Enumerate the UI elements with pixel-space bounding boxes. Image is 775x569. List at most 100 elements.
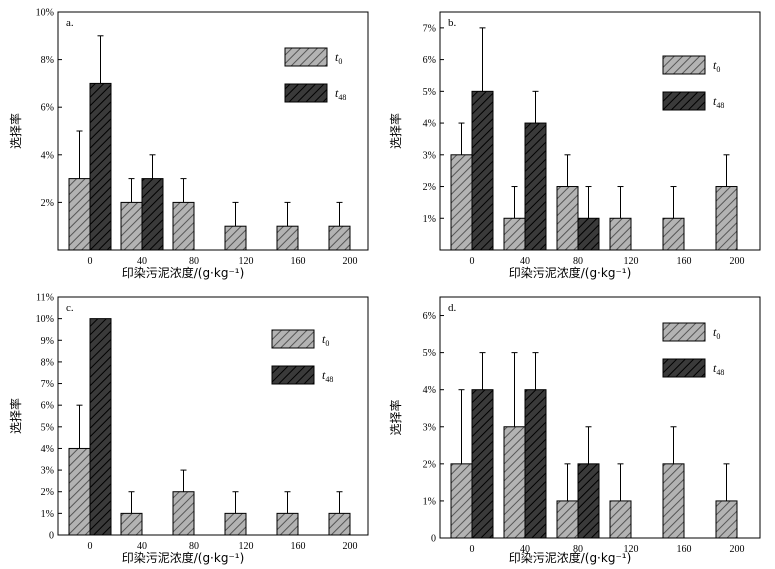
t48-bar — [141, 178, 164, 251]
legend-label: t48 — [713, 361, 724, 377]
x-tick-label: 160 — [677, 256, 692, 267]
x-tick-label: 40 — [137, 256, 147, 267]
y-tick-label: 8% — [41, 357, 54, 368]
legend-label: t48 — [335, 86, 346, 102]
x-axis-title: 印染污泥浓度/(g·kg⁻¹) — [122, 550, 245, 565]
x-tick-label: 120 — [239, 256, 254, 267]
y-tick-label: 2% — [41, 487, 54, 498]
t0-bar — [68, 178, 91, 251]
y-tick-label: 2% — [41, 198, 54, 209]
t0-bar — [662, 463, 685, 539]
plot-frame — [439, 11, 761, 251]
y-tick-label: 5% — [423, 87, 436, 98]
plot-frame — [57, 296, 369, 536]
panel-label: a. — [66, 17, 74, 29]
y-tick-label: 6% — [41, 103, 54, 114]
legend-swatch-t48 — [284, 83, 328, 103]
y-tick-label: 3% — [423, 422, 436, 433]
t0-bar — [503, 217, 526, 251]
x-tick-label: 200 — [343, 256, 358, 267]
legend-label: t48 — [322, 368, 333, 384]
y-tick-label: 9% — [41, 336, 54, 347]
x-tick-label: 0 — [470, 544, 475, 555]
plot-frame — [439, 296, 761, 539]
x-tick-label: 0 — [88, 541, 93, 552]
t48-bar — [89, 82, 112, 251]
y-tick-label: 0 — [431, 534, 436, 545]
panel-label: c. — [66, 302, 74, 314]
y-tick-label: 10% — [36, 314, 54, 325]
t0-bar — [450, 463, 473, 539]
legend-swatch-t48 — [662, 358, 706, 378]
t0-bar — [172, 201, 195, 251]
legend-label: t0 — [322, 332, 329, 348]
t0-bar — [224, 512, 247, 536]
chart-panel-1: 2% 4% 6% 8% 10% a. 0 40 80 120 160 200 选择率印染污泥浓度/(g·… — [8, 8, 369, 280]
y-tick-label: 4% — [41, 150, 54, 161]
y-tick-label: 3% — [423, 150, 436, 161]
y-tick-label: 6% — [423, 311, 436, 322]
y-tick-label: 3% — [41, 466, 54, 477]
y-tick-label: 6% — [41, 401, 54, 412]
y-tick-label: 1% — [423, 214, 436, 225]
t0-bar — [662, 217, 685, 251]
legend-label: t0 — [335, 50, 342, 66]
t0-bar — [224, 225, 247, 251]
x-tick-label: 0 — [470, 256, 475, 267]
t0-bar — [276, 512, 299, 536]
y-tick-label: 5% — [423, 348, 436, 359]
x-tick-label: 200 — [730, 544, 745, 555]
chart-panel-2: 1% 2% 3% 4% 5% 6% 7% b. 0 40 80 120 160 200 选择率印染污泥浓度/… — [388, 11, 761, 280]
legend-swatch-t0 — [271, 329, 315, 349]
t48-bar — [471, 90, 494, 251]
x-tick-label: 40 — [520, 544, 530, 555]
x-axis-title: 印染污泥浓度/(g·kg⁻¹) — [509, 550, 632, 565]
t0-bar — [328, 512, 351, 536]
x-tick-label: 80 — [573, 544, 583, 555]
t0-bar — [68, 447, 91, 536]
t0-bar — [276, 225, 299, 251]
legend-swatch-t48 — [662, 91, 706, 111]
legend-swatch-t48 — [271, 365, 315, 385]
y-tick-label: 1% — [41, 509, 54, 520]
y-tick-label: 7% — [423, 23, 436, 34]
y-tick-label: 4% — [423, 385, 436, 396]
x-tick-label: 200 — [343, 541, 358, 552]
legend-label: t0 — [713, 58, 720, 74]
x-tick-label: 80 — [189, 256, 199, 267]
plot-frame — [57, 11, 369, 251]
chart-panel-3: 0 1% 2% 3% 4% 5% 6% 7% 8% 9% 10% 11% c. 0 40 80 120 160 20… — [8, 293, 369, 565]
t48-bar — [89, 318, 112, 536]
y-axis-title: 选择率 — [388, 399, 403, 435]
y-tick-label: 0 — [49, 531, 54, 542]
t0-bar — [120, 201, 143, 251]
y-tick-label: 6% — [423, 55, 436, 66]
t48-bar — [577, 463, 600, 539]
t0-bar — [503, 426, 526, 539]
t48-bar — [471, 389, 494, 539]
x-tick-label: 120 — [624, 256, 639, 267]
t0-bar — [556, 186, 579, 251]
y-tick-label: 10% — [36, 8, 54, 19]
y-tick-label: 7% — [41, 379, 54, 390]
x-tick-label: 160 — [677, 544, 692, 555]
x-tick-label: 80 — [573, 256, 583, 267]
y-axis-title: 选择率 — [8, 113, 23, 149]
legend-swatch-t0 — [662, 322, 706, 342]
legend-label: t48 — [713, 94, 724, 110]
y-tick-label: 11% — [36, 293, 54, 304]
t0-bar — [450, 154, 473, 251]
y-tick-label: 5% — [41, 422, 54, 433]
x-tick-label: 160 — [291, 541, 306, 552]
legend-swatch-t0 — [284, 47, 328, 67]
t0-bar — [120, 512, 143, 536]
x-tick-label: 40 — [137, 541, 147, 552]
x-tick-label: 160 — [291, 256, 306, 267]
x-tick-label: 80 — [189, 541, 199, 552]
t0-bar — [609, 500, 632, 539]
x-tick-label: 40 — [520, 256, 530, 267]
x-axis-title: 印染污泥浓度/(g·kg⁻¹) — [509, 265, 632, 280]
t0-bar — [328, 225, 351, 251]
y-tick-label: 2% — [423, 182, 436, 193]
x-tick-label: 120 — [239, 541, 254, 552]
